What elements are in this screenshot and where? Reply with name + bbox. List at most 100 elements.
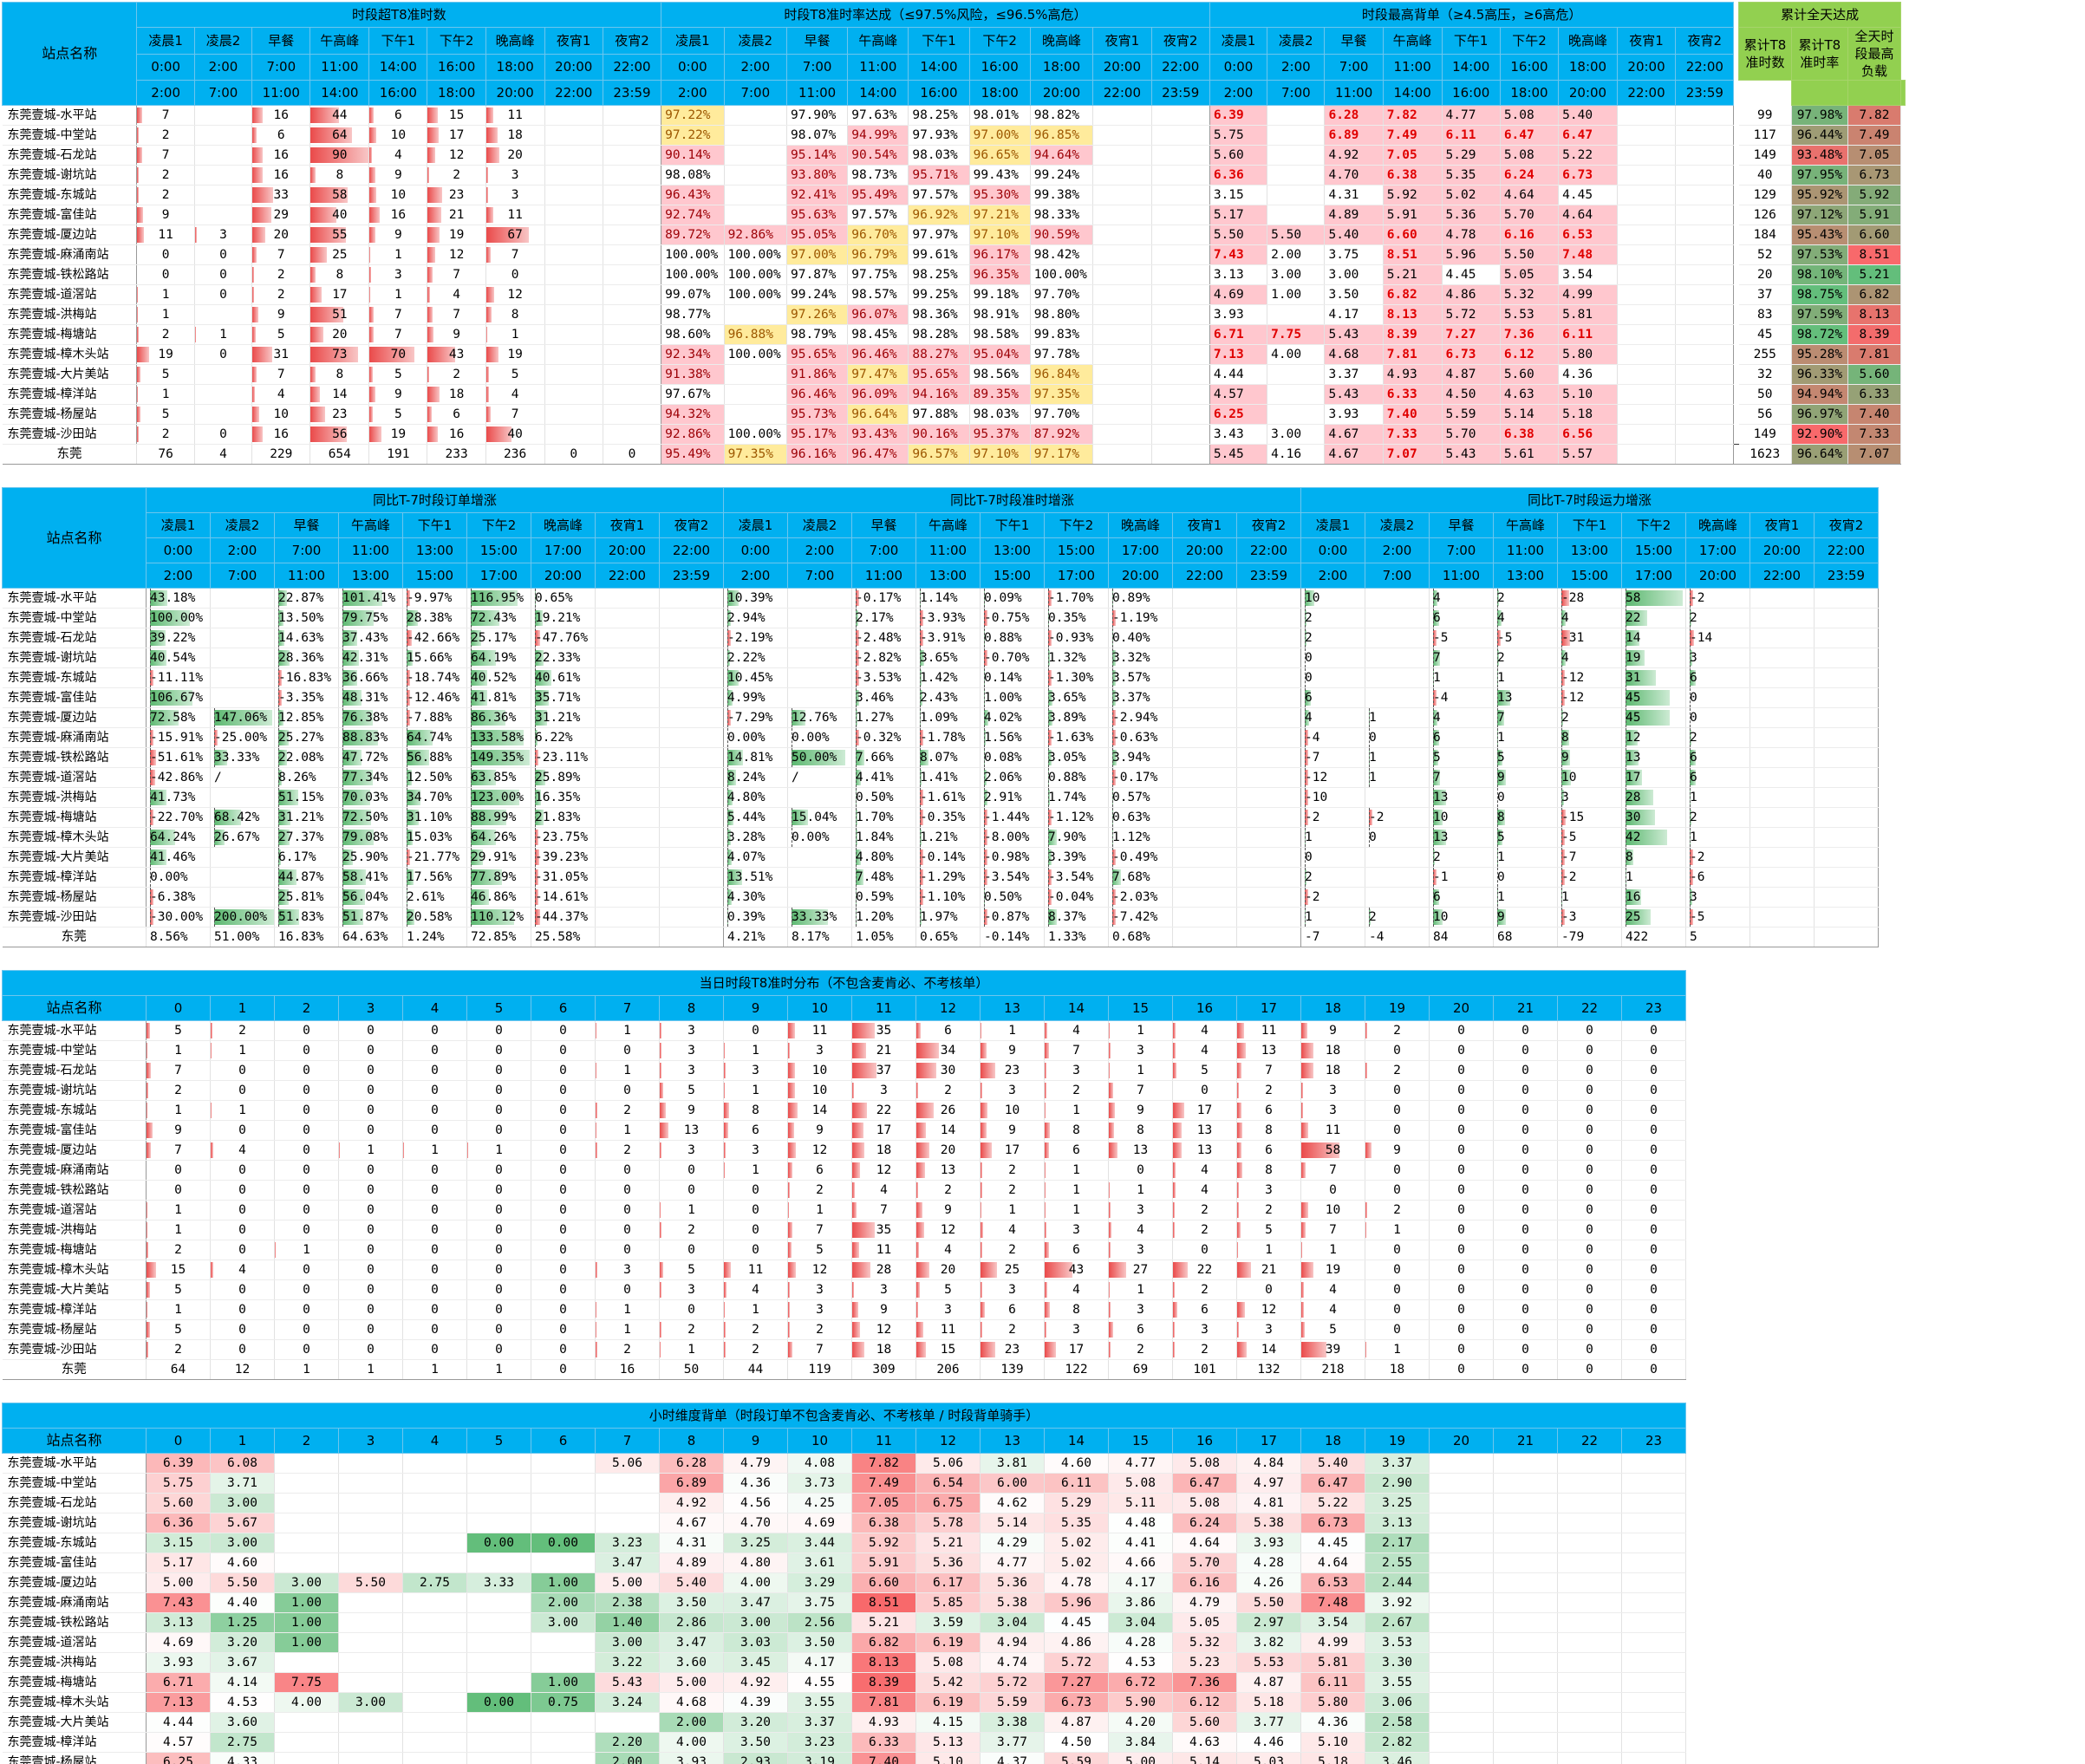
growth-cell: -1.78% bbox=[915, 727, 981, 748]
cell-value: 12 bbox=[940, 1223, 956, 1237]
cell-value: 0 bbox=[431, 1283, 439, 1297]
hour-cell: 11 bbox=[1300, 1120, 1365, 1141]
growth-bar bbox=[150, 790, 167, 805]
count-cell bbox=[544, 344, 603, 365]
cell-value: 56.04% bbox=[342, 890, 388, 904]
cell-value: 0 bbox=[623, 1044, 631, 1058]
cell-value: 14 bbox=[1626, 631, 1641, 645]
load-cell bbox=[1675, 105, 1735, 126]
count-cell: 64 bbox=[309, 125, 370, 146]
hour-cell: 0 bbox=[531, 1080, 596, 1101]
cell-value: 1.00 bbox=[291, 1616, 322, 1630]
rate-cell: 94.99% bbox=[847, 125, 909, 146]
cell-value: 255 bbox=[1753, 348, 1776, 361]
cell-value: 50 bbox=[683, 1363, 700, 1377]
table-row: 东莞壹城-富佳站 9 0 0 0 0 0 0 1 13 6 9 17 14 9 8 8 13 8 11 0 0 0 0 0 bbox=[2, 1120, 1686, 1141]
growth-bar bbox=[727, 750, 744, 765]
cell-value: 97.75% bbox=[851, 268, 897, 282]
load-cell: 5.75 bbox=[1209, 125, 1268, 146]
cell-value: 7.48 bbox=[1318, 1596, 1348, 1610]
hour-cell: 4 bbox=[851, 1180, 916, 1201]
zero-axis bbox=[920, 648, 921, 667]
load-hour-cell bbox=[466, 1732, 531, 1753]
hour-header-11: 11 bbox=[851, 995, 916, 1021]
cell-value: 64.63% bbox=[342, 930, 388, 944]
cell-value: 7.05 bbox=[1859, 148, 1890, 162]
cell-value: 8 bbox=[1265, 1163, 1273, 1177]
hour-cell: 3 bbox=[659, 1040, 724, 1061]
cell-value: 16 bbox=[273, 168, 290, 182]
count-cell: 76 bbox=[136, 444, 195, 465]
count-cell: 4 bbox=[368, 145, 428, 166]
growth-cell: 51.87% bbox=[338, 907, 403, 928]
cell-value: -0.14% bbox=[920, 850, 966, 864]
load-cell bbox=[1617, 404, 1677, 425]
load-hour-cell bbox=[595, 1712, 660, 1733]
growth-cell: 3.37% bbox=[1108, 687, 1173, 708]
zero-axis bbox=[1497, 788, 1498, 807]
cell-value: 6.75 bbox=[933, 1496, 963, 1510]
cell-value: 2.75 bbox=[420, 1576, 450, 1590]
cell-value: 3.77 bbox=[1254, 1715, 1284, 1729]
load-hour-cell: 3.00 bbox=[338, 1692, 403, 1713]
growth-cell: 42.31% bbox=[338, 648, 403, 668]
rate-cell bbox=[1151, 304, 1210, 325]
load-hour-cell: 5.60 bbox=[1172, 1712, 1237, 1733]
cell-value: 0 bbox=[1305, 651, 1313, 665]
cell-value: 95.73% bbox=[791, 407, 837, 421]
hour-bar bbox=[1365, 1063, 1367, 1078]
growth-cell: 0.35% bbox=[1044, 608, 1109, 628]
cell-value: -0.14% bbox=[984, 930, 1030, 944]
cell-value: 3.15 bbox=[163, 1536, 193, 1550]
cell-value: 1 bbox=[367, 1143, 375, 1157]
cell-value: 184 bbox=[1753, 228, 1776, 242]
rate-cell: 98.07% bbox=[786, 125, 849, 146]
rate-cell: 99.18% bbox=[969, 284, 1031, 305]
hour-bar bbox=[1301, 1043, 1313, 1058]
cell-value: 8.37% bbox=[1048, 910, 1086, 924]
cell-value: 2 bbox=[1008, 1243, 1016, 1257]
hour-cell: 0 bbox=[338, 1160, 403, 1181]
hour-cell: 0 bbox=[402, 1220, 467, 1240]
cell-value: 20 bbox=[940, 1263, 956, 1277]
hour-cell: 2 bbox=[915, 1180, 981, 1201]
cell-value: 5.78 bbox=[933, 1516, 963, 1530]
count-cell: 1 bbox=[485, 324, 545, 345]
hour-cell: 9 bbox=[1108, 1100, 1173, 1121]
load-hour-cell: 3.75 bbox=[787, 1592, 852, 1613]
growth-cell bbox=[659, 667, 724, 688]
load-hour-cell: 8.51 bbox=[851, 1592, 916, 1613]
count-bar bbox=[252, 227, 265, 243]
cum-cell: 97.53% bbox=[1791, 244, 1849, 265]
count-bar bbox=[137, 347, 150, 362]
growth-cell bbox=[1814, 787, 1879, 808]
table-row: 东莞壹城-中堂站 100.00% 13.50% 79.75% 28.38% 72.43% 1… bbox=[2, 608, 1879, 628]
hour-cell: 0 bbox=[1557, 1160, 1622, 1181]
cell-value: 97.17% bbox=[1033, 447, 1080, 461]
hour-bar bbox=[1045, 1162, 1046, 1178]
cell-value: 7.07 bbox=[1386, 447, 1417, 461]
growth-cell: 0.14% bbox=[980, 667, 1045, 688]
period-end-0: 2:00 bbox=[146, 563, 211, 589]
growth-cell bbox=[787, 687, 852, 708]
cell-value: 17 bbox=[1004, 1143, 1020, 1157]
cell-value: 0.00 bbox=[548, 1536, 578, 1550]
hour-cell: 0 bbox=[338, 1120, 403, 1141]
growth-cell: 0.50% bbox=[980, 887, 1045, 908]
count-cell: 233 bbox=[427, 444, 486, 465]
cell-value: 2 bbox=[453, 168, 460, 182]
hour-cell: 0 bbox=[274, 1080, 339, 1101]
count-cell: 2 bbox=[136, 185, 195, 205]
hour-cell: 3 bbox=[1044, 1220, 1109, 1240]
cell-value: 0 bbox=[752, 1183, 759, 1197]
zero-axis bbox=[278, 688, 279, 707]
cum-cell: 117 bbox=[1738, 125, 1792, 146]
cell-value: 4.92 bbox=[1328, 148, 1359, 162]
hour-header-20: 20 bbox=[1429, 1428, 1494, 1454]
cell-value: 95.43% bbox=[1796, 228, 1843, 242]
load-hour-cell: 1.40 bbox=[595, 1612, 660, 1633]
count-cell: 0 bbox=[194, 264, 253, 285]
zero-axis bbox=[1112, 688, 1113, 707]
cell-value: 97.90% bbox=[791, 108, 837, 122]
zero-axis bbox=[342, 648, 343, 667]
